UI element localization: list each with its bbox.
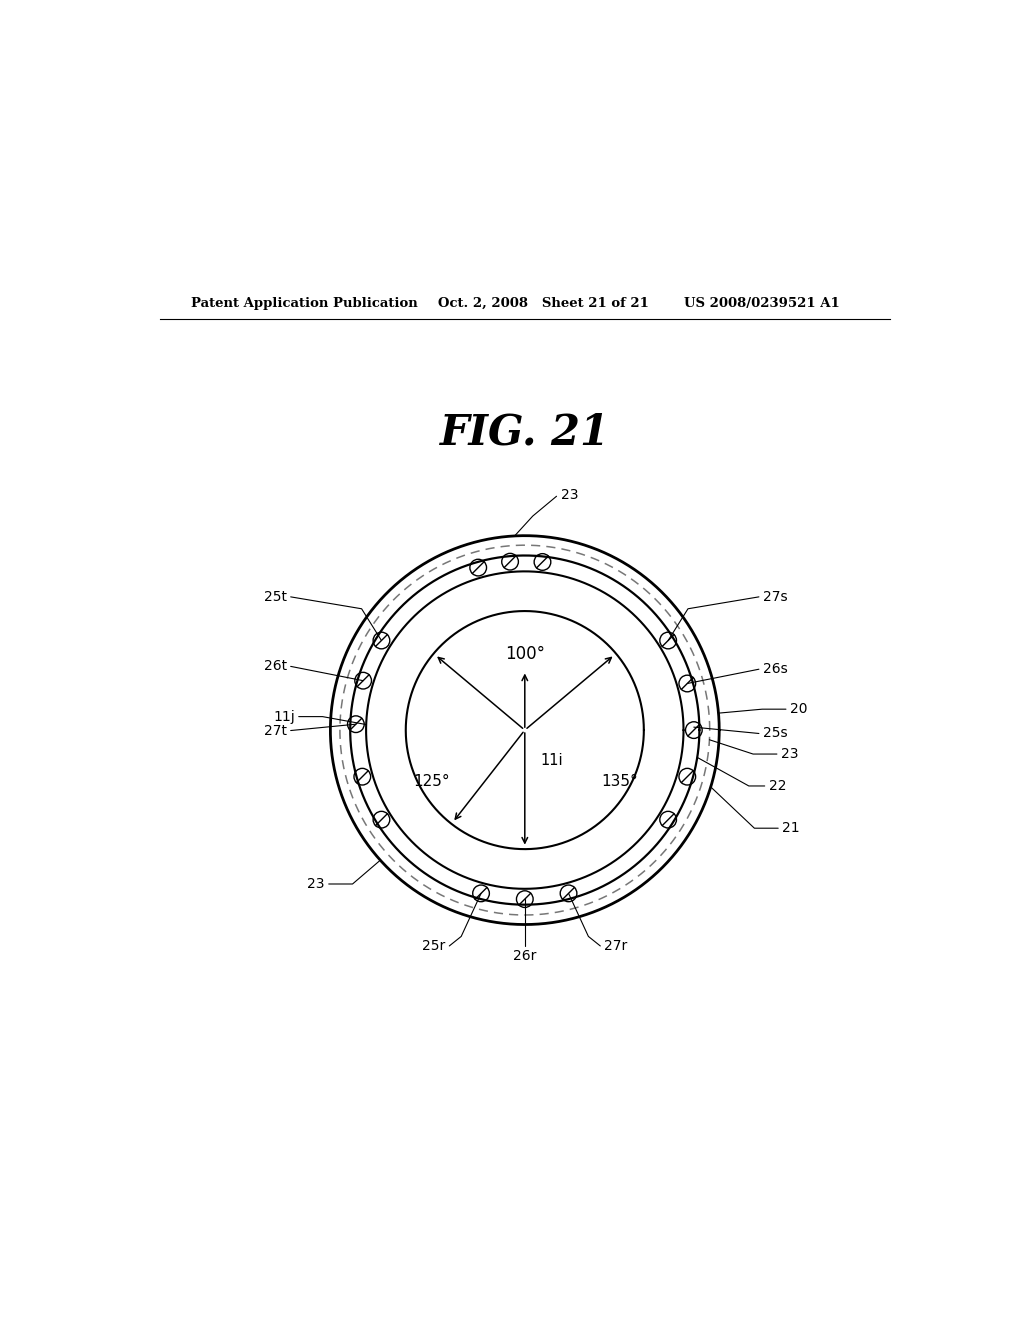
Text: 27t: 27t — [264, 723, 287, 738]
Text: 21: 21 — [782, 821, 800, 836]
Text: Patent Application Publication: Patent Application Publication — [191, 297, 418, 310]
Text: 135°: 135° — [602, 774, 638, 789]
Text: 25s: 25s — [763, 726, 787, 741]
Text: 100°: 100° — [505, 644, 545, 663]
Text: 25r: 25r — [422, 939, 445, 953]
Text: 23: 23 — [307, 876, 325, 891]
Text: 25t: 25t — [264, 590, 287, 603]
Text: 22: 22 — [769, 779, 786, 793]
Text: 23: 23 — [560, 487, 578, 502]
Text: 27r: 27r — [604, 939, 628, 953]
Text: 26r: 26r — [513, 949, 537, 964]
Text: 26t: 26t — [263, 660, 287, 673]
Text: 11j: 11j — [273, 710, 295, 723]
Text: FIG. 21: FIG. 21 — [439, 412, 610, 454]
Text: 20: 20 — [790, 702, 807, 717]
Text: 27s: 27s — [763, 590, 787, 603]
Text: 26s: 26s — [763, 663, 787, 676]
Text: US 2008/0239521 A1: US 2008/0239521 A1 — [684, 297, 840, 310]
Text: 23: 23 — [781, 747, 799, 762]
Text: 11i: 11i — [541, 752, 563, 768]
Text: 125°: 125° — [413, 774, 450, 789]
Text: Oct. 2, 2008   Sheet 21 of 21: Oct. 2, 2008 Sheet 21 of 21 — [437, 297, 648, 310]
